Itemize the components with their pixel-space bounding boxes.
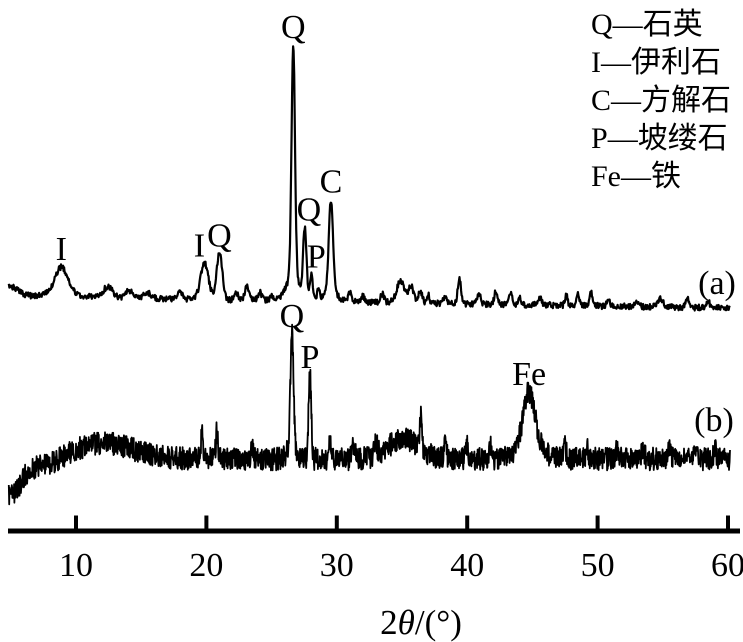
legend-dash: — xyxy=(611,84,642,117)
series-tag-b: (b) xyxy=(694,402,734,439)
x-axis-title: 2θ/(°) xyxy=(380,603,462,642)
legend-item-i: I—伊利石 xyxy=(591,44,731,82)
x-tick-label-20: 20 xyxy=(189,547,223,584)
x-tick-label-30: 30 xyxy=(320,547,354,584)
peak-label-b-P: P xyxy=(300,339,319,376)
legend-dash: — xyxy=(621,160,651,193)
legend-mineral-name: 坡缕石 xyxy=(637,122,728,155)
legend-symbol: Q xyxy=(591,8,613,41)
x-tick-label-10: 10 xyxy=(59,547,93,584)
legend-symbol: I xyxy=(591,46,601,79)
peak-label-b-Q: Q xyxy=(280,298,305,335)
peak-label-b-Fe: Fe xyxy=(512,356,546,393)
legend-symbol: Fe xyxy=(591,160,621,193)
legend-item-p: P—坡缕石 xyxy=(591,120,731,158)
peak-label-a-Q: Q xyxy=(281,9,306,46)
xrd-trace-a xyxy=(7,45,731,312)
x-tick-label-40: 40 xyxy=(450,547,484,584)
legend-mineral-name: 石英 xyxy=(642,8,703,41)
legend-symbol: C xyxy=(591,84,612,117)
legend-mineral-name: 方解石 xyxy=(641,84,732,117)
x-tick-label-60: 60 xyxy=(711,547,743,584)
legend-mineral-name: 铁 xyxy=(651,160,681,193)
peak-label-a-P: P xyxy=(307,238,326,275)
peak-label-a-I: I xyxy=(56,231,67,268)
series-tag-a: (a) xyxy=(698,265,736,302)
legend-dash: — xyxy=(612,8,643,41)
legend-symbol: P xyxy=(591,122,608,155)
legend-item-fe: Fe—铁 xyxy=(591,158,731,196)
peak-label-a-C: C xyxy=(320,163,343,200)
xrd-trace-b xyxy=(7,323,731,506)
legend-dash: — xyxy=(607,122,638,155)
legend-mineral-name: 伊利石 xyxy=(631,46,721,79)
legend-item-c: C—方解石 xyxy=(591,82,731,120)
peak-label-a-Q: Q xyxy=(297,192,322,229)
peak-label-a-I: I xyxy=(194,227,205,264)
x-tick-label-50: 50 xyxy=(581,547,615,584)
legend-dash: — xyxy=(601,46,631,79)
peak-label-a-Q: Q xyxy=(207,217,232,254)
legend-item-q: Q—石英 xyxy=(591,6,731,44)
mineral-legend: Q—石英 I—伊利石 C—方解石 P—坡缕石 Fe—铁 xyxy=(591,6,731,196)
